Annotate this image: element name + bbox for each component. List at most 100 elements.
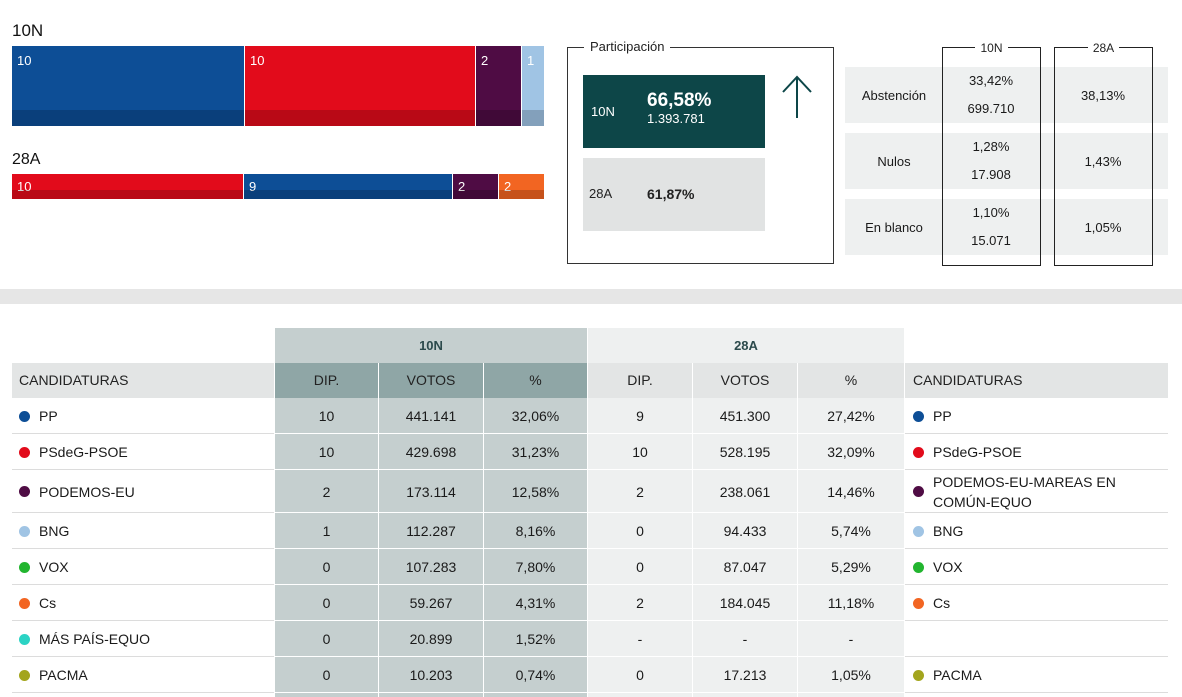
nulos-now-pct: 1,28%: [972, 139, 1010, 154]
participation-now-label: 10N: [591, 104, 615, 119]
participation-now-card: 10N 66,58% 1.393.781: [583, 75, 765, 148]
party-name-now: PACMA: [19, 657, 88, 693]
cell-pct-now: 12,58%: [511, 483, 560, 500]
seat-segment-podemos-prev: 2: [453, 174, 499, 199]
party-color-dot: [19, 633, 30, 645]
cell-votes-prev: 87.047: [723, 559, 767, 575]
party-color-dot: [913, 561, 924, 573]
table-row: PP 10 441.141 32,06% 9 451.300 27,42% PP: [12, 398, 1168, 434]
abstention-name: Abstención: [861, 87, 927, 103]
cell-votes-now: 20.899: [409, 631, 453, 647]
party-name-now: PODEMOS-EU: [19, 470, 135, 513]
abstention-prev-pct: 38,13%: [1080, 87, 1126, 103]
abstention-col-prev-title: 28A: [1087, 41, 1120, 55]
section-divider: [0, 289, 1182, 304]
cell-pct-prev: 5,74%: [831, 523, 871, 539]
header-votos-now[interactable]: VOTOS: [379, 363, 483, 398]
party-color-dot: [913, 669, 924, 681]
blanco-prev-pct: 1,05%: [1084, 219, 1122, 235]
cell-dip-prev: 2: [636, 483, 644, 500]
party-color-dot: [19, 446, 30, 458]
cell-votes-now: 429.698: [405, 444, 457, 460]
header-dip-now[interactable]: DIP.: [275, 363, 378, 398]
party-label: Cs: [39, 595, 57, 611]
party-label: PACMA: [39, 667, 88, 683]
nulos-row: Nulos 1,28% 17.908 1,43%: [845, 133, 1168, 189]
seat-segment-cs-prev: 2: [499, 174, 544, 199]
cell-dip-prev: 0: [636, 667, 644, 683]
participation-prev-label: 28A: [589, 186, 613, 201]
abstention-col-prev: 28A: [1054, 41, 1153, 266]
cell-pct-now: 1,52%: [515, 631, 556, 647]
blanco-name: En blanco: [865, 219, 923, 235]
blanco-now-num: 15.071: [971, 233, 1011, 248]
participation-now-votes: 1.393.781: [647, 111, 705, 126]
table-row: VOX 0 107.283 7,80% 0 87.047 5,29% VOX: [12, 549, 1168, 585]
party-label: PP: [39, 408, 58, 424]
seat-segment-podemos: 2: [476, 46, 522, 126]
party-color-dot: [913, 525, 924, 537]
cell-pct-now: 31,23%: [511, 444, 560, 460]
table-row: Cs 0 59.267 4,31% 2 184.045 11,18% Cs: [12, 585, 1168, 621]
seats-now-bar: 10 10 2 1: [12, 46, 544, 126]
abstention-now-pct: 33,42%: [968, 73, 1014, 88]
header-candidaturas-left: CANDIDATURAS: [12, 363, 274, 398]
seat-segment-pp-prev: 9: [244, 174, 453, 199]
party-name-prev: VOX: [913, 549, 1163, 585]
party-name-now: VOX: [19, 549, 69, 585]
cell-dip-prev: 10: [632, 444, 648, 460]
cell-votes-prev: 17.213: [723, 667, 767, 683]
cell-votes-now: 10.203: [409, 667, 453, 683]
party-label: MÁS PAÍS-EQUO: [39, 631, 150, 647]
abstention-row: Abstención 33,42% 699.710 38,13%: [845, 67, 1168, 123]
party-name-prev: BNG: [913, 513, 1163, 549]
cell-votes-now: 59.267: [409, 595, 453, 611]
header-pct-prev[interactable]: %: [798, 363, 904, 398]
header-dip-prev[interactable]: DIP.: [588, 363, 692, 398]
arrow-up-icon: [782, 75, 812, 118]
cell-dip-now: 0: [322, 559, 331, 575]
cell-dip-now: 1: [322, 523, 331, 539]
seats-now-label: 10N: [12, 21, 44, 40]
table-row: PODEMOS-EU 2 173.114 12,58% 2 238.061 14,46% PO…: [12, 470, 1168, 513]
seat-segment-psoe-prev: 10: [12, 174, 244, 199]
table-row: BNG 1 112.287 8,16% 0 94.433 5,74% BNG: [12, 513, 1168, 549]
party-name-now: BNG: [19, 513, 69, 549]
seat-segment-pp: 10: [12, 46, 245, 126]
party-label: PODEMOS-EU-MAREAS EN COMÚN-EQUO: [933, 473, 1116, 510]
cell-pct-prev: 27,42%: [827, 408, 875, 424]
party-color-dot: [913, 597, 924, 609]
cell-pct-now: 32,06%: [511, 408, 560, 424]
cell-dip-prev: 2: [636, 595, 644, 611]
cell-dip-prev: 9: [636, 408, 644, 424]
nulos-prev-pct: 1,43%: [1084, 153, 1122, 169]
party-color-dot: [19, 525, 30, 537]
cell-votes-prev: -: [742, 631, 748, 647]
party-label: VOX: [933, 559, 963, 575]
party-label: PACMA: [933, 667, 982, 683]
cell-pct-prev: 1,05%: [831, 667, 871, 683]
table-header: CANDIDATURAS DIP. VOTOS % DIP. VOTOS % C…: [12, 363, 1168, 398]
party-color-dot: [19, 597, 30, 609]
cell-votes-prev: 528.195: [719, 444, 771, 460]
seat-segment-psoe: 10: [245, 46, 476, 126]
header-pct-now[interactable]: %: [484, 363, 587, 398]
nulos-name: Nulos: [877, 153, 911, 169]
cell-dip-now: 2: [322, 483, 331, 500]
abstention-col-now-title: 10N: [975, 41, 1008, 55]
cell-dip-now: 0: [322, 595, 331, 611]
cell-dip-now: 10: [318, 408, 335, 424]
party-color-dot: [19, 669, 30, 681]
cell-votes-prev: 451.300: [719, 408, 771, 424]
cell-pct-prev: 32,09%: [827, 444, 875, 460]
header-votos-prev[interactable]: VOTOS: [693, 363, 797, 398]
header-candidaturas-right: CANDIDATURAS: [905, 363, 1168, 398]
cell-votes-now: 112.287: [406, 523, 456, 539]
cell-dip-prev: 0: [636, 523, 644, 539]
party-name-now: PSdeG-PSOE: [19, 434, 128, 470]
blanco-row: En blanco 1,10% 15.071 1,05%: [845, 199, 1168, 255]
party-label: BNG: [933, 523, 964, 539]
participation-prev-percent: 61,87%: [647, 186, 695, 202]
participation-now-percent: 66,58%: [647, 90, 712, 111]
party-label: PSdeG-PSOE: [39, 444, 128, 460]
